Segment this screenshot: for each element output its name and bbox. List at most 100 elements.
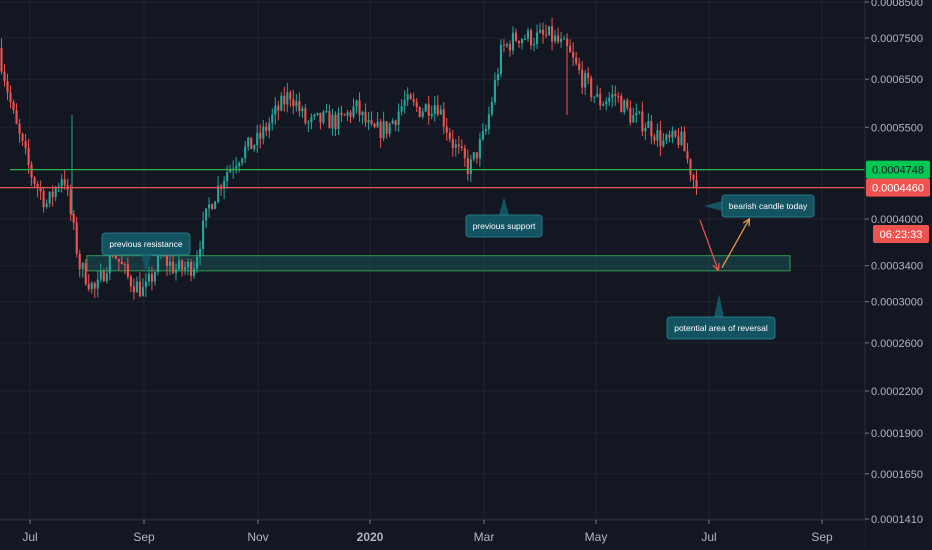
price-tick-label-1: 0.0007500 (871, 33, 923, 45)
candle-body-21 (63, 179, 66, 186)
candle-body-114 (343, 114, 346, 116)
candle-body-29 (87, 284, 90, 290)
candle-body-7 (21, 133, 24, 141)
candle-body-136 (409, 94, 412, 99)
candle-body-201 (605, 101, 608, 105)
candle-body-218 (656, 130, 659, 141)
candle-body-100 (301, 108, 304, 111)
candle-body-32 (96, 279, 99, 289)
candle-body-38 (114, 255, 117, 259)
candle-body-24 (72, 213, 75, 223)
candle-body-60 (180, 260, 184, 270)
time-tick-label-4: Mar (474, 530, 495, 544)
candle-body-11 (33, 177, 36, 185)
callout-up-1: previous support (465, 197, 543, 238)
reversal-zone (86, 255, 791, 272)
candle-body-109 (328, 111, 331, 129)
candle-body-30 (90, 282, 93, 290)
candle-body-97 (292, 99, 295, 106)
candle-body-62 (186, 261, 190, 268)
time-tick-label-7: Sep (811, 530, 833, 544)
candle-body-176 (529, 30, 533, 46)
candle-body-86 (259, 132, 262, 139)
candle-body-181 (545, 34, 548, 36)
candle-body-3 (9, 92, 12, 103)
candle-body-122 (367, 120, 370, 123)
price-tick-label-9: 0.0001900 (871, 428, 923, 440)
candle-body-200 (602, 104, 605, 106)
candle-body-106 (319, 112, 322, 123)
candle-body-193 (581, 69, 584, 88)
price-tick-label-0: 0.0008500 (871, 0, 923, 9)
reversal-zone-rect (86, 255, 791, 272)
candle-body-93 (280, 95, 283, 111)
candle-body-129 (388, 123, 391, 134)
candle-body-46 (138, 281, 141, 297)
candle-body-204 (614, 94, 617, 96)
candle-body-128 (385, 121, 388, 134)
candle-body-61 (183, 267, 187, 270)
candle-body-28 (84, 263, 87, 285)
candle-body-126 (379, 121, 382, 139)
candle-body-150 (451, 138, 454, 148)
candle-body-25 (75, 222, 78, 254)
callout-left-2: bearish candle today (704, 194, 815, 218)
price-axis[interactable]: 0.0008500 0.0007500 0.0006500 0.0005500 0.00… (864, 0, 932, 550)
price-tick-label-11: 0.0001410 (871, 514, 923, 526)
candle-body-134 (403, 100, 406, 107)
candle-body-228 (686, 151, 689, 160)
candle-body-211 (635, 112, 638, 116)
candle-body-69 (208, 204, 211, 209)
time-tick-label-3: 2020 (357, 530, 384, 544)
candle-body-226 (680, 131, 683, 145)
candle-body-185 (557, 35, 560, 42)
candle-body-187 (563, 38, 566, 40)
callout-box-0 (101, 232, 191, 256)
candle-body-135 (406, 94, 409, 101)
horizontal-lines (0, 168, 865, 189)
price-tick-label-6: 0.0003000 (871, 297, 923, 309)
candle-body-70 (211, 204, 214, 210)
candle-body-168 (505, 43, 509, 46)
candle-body-121 (364, 111, 367, 123)
candle-body-31 (93, 282, 96, 289)
candle-body-156 (469, 159, 472, 175)
candle-body-47 (141, 287, 144, 297)
candle-body-85 (256, 132, 259, 146)
candle-body-183 (551, 26, 554, 42)
candle-body-112 (337, 112, 340, 129)
callout-text-2: bearish candle today (729, 201, 808, 211)
candle-body-197 (593, 96, 596, 98)
candle-body-57 (171, 261, 175, 273)
candle-body-8 (24, 140, 27, 149)
time-axis[interactable]: Jul Sep Nov 2020 Mar May Jul Sep (0, 519, 865, 550)
candle-body-14 (42, 191, 45, 207)
candle-body-72 (217, 185, 220, 202)
time-axis-bg (0, 520, 865, 550)
candle-body-215 (647, 121, 650, 129)
price-tick-label-4: 0.0004000 (871, 214, 923, 226)
candle-body-10 (30, 164, 33, 178)
candle-body-120 (361, 111, 364, 116)
candle-body-189 (569, 45, 572, 53)
candle-body-98 (295, 101, 298, 106)
candle-body-186 (560, 38, 563, 42)
candle-body-132 (397, 111, 400, 125)
time-tick-label-6: Jul (701, 530, 716, 544)
candle-body-177 (532, 44, 536, 46)
candle-body-145 (436, 105, 439, 115)
candle-body-44 (132, 286, 135, 293)
candle-body-208 (626, 100, 629, 108)
candle-body-222 (668, 134, 671, 138)
candle-body-96 (289, 92, 292, 100)
price-tag-1: 0.0004460 (866, 178, 930, 197)
candle-body-217 (653, 136, 656, 141)
candle-body-163 (490, 102, 493, 115)
callout-down-0: previous resistance (101, 232, 191, 273)
candle-body-224 (674, 130, 677, 137)
time-tick-label-2: Nov (247, 530, 268, 544)
candle-body-209 (629, 107, 632, 123)
candle-body-160 (481, 131, 484, 140)
candle-body-159 (478, 139, 481, 159)
